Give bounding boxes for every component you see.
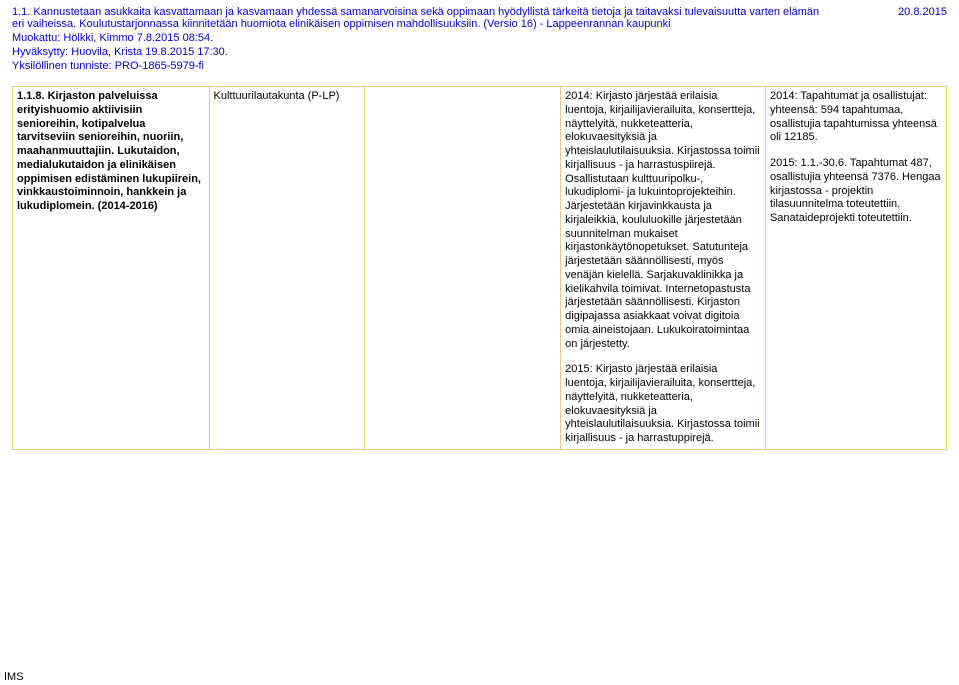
- actions-2015: 2015: Kirjasto järjestää erilaisia luent…: [565, 363, 761, 446]
- cell-committee: Kulttuurilautakunta (P-LP): [209, 87, 364, 450]
- results-2015: 2015: 1.1.-30.6. Tapahtumat 487, osallis…: [770, 157, 942, 226]
- page: 1.1. Kannustetaan asukkaita kasvattamaan…: [0, 0, 959, 685]
- meta-hyvaksytty: Hyväksytty: Huovila, Krista 19.8.2015 17…: [12, 46, 832, 58]
- cell-actions: 2014: Kirjasto järjestää erilaisia luent…: [561, 87, 766, 450]
- cell-empty: [364, 87, 561, 450]
- doc-title: 1.1. Kannustetaan asukkaita kasvattamaan…: [12, 6, 832, 30]
- header-left: 1.1. Kannustetaan asukkaita kasvattamaan…: [12, 6, 832, 72]
- results-2014-body: yhteensä: 594 tapahtumaa, osallistujia t…: [770, 104, 942, 145]
- data-table: 1.1.8. Kirjaston palveluissa erityishuom…: [12, 86, 947, 450]
- objective-text: 1.1.8. Kirjaston palveluissa erityishuom…: [17, 90, 201, 212]
- actions-2014: 2014: Kirjasto järjestää erilaisia luent…: [565, 90, 761, 351]
- table-row: 1.1.8. Kirjaston palveluissa erityishuom…: [13, 87, 947, 450]
- header-date: 20.8.2015: [898, 6, 947, 18]
- header: 1.1. Kannustetaan asukkaita kasvattamaan…: [12, 6, 947, 72]
- results-2014-head: 2014: Tapahtumat ja osallistujat:: [770, 90, 942, 104]
- meta-tunniste: Yksilöllinen tunniste: PRO-1865-5979-fi: [12, 60, 832, 72]
- cell-results: 2014: Tapahtumat ja osallistujat: yhteen…: [765, 87, 946, 450]
- footer-ims: IMS: [4, 671, 24, 683]
- meta-muokattu: Muokattu: Hölkki, Kimmo 7.8.2015 08:54.: [12, 32, 832, 44]
- cell-objective: 1.1.8. Kirjaston palveluissa erityishuom…: [13, 87, 210, 450]
